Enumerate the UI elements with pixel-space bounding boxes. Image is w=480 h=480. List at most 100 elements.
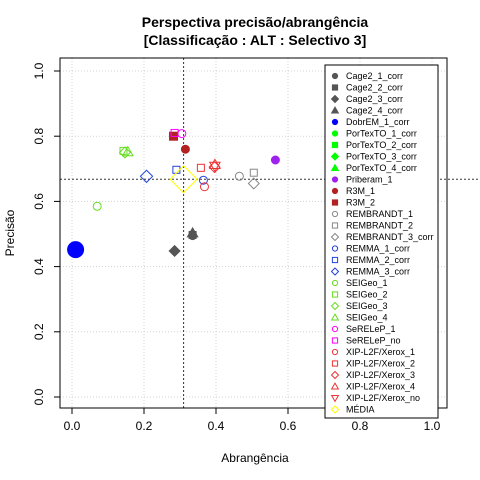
legend-marker-25 (331, 360, 339, 367)
legend-marker-18 (331, 279, 339, 287)
legend-label-27: XIP-L2F/Xerox_4 (346, 382, 415, 392)
data-point-12 (234, 171, 244, 181)
y-tick-label-0: 0.0 (32, 388, 46, 405)
legend-label-26: XIP-L2F/Xerox_3 (346, 370, 415, 380)
legend-label-23: SeRELeP_no (346, 336, 401, 346)
legend-marker-23 (331, 337, 339, 344)
legend-label-18: SEIGeo_1 (346, 278, 388, 288)
data-point-24 (199, 182, 209, 192)
legend-marker-12 (331, 210, 339, 218)
legend-label-9: Priberam_1 (346, 175, 393, 185)
y-tick-label-1: 0.2 (32, 323, 46, 340)
data-point-21 (121, 145, 134, 157)
x-tick-label-4: 0.8 (352, 419, 369, 433)
legend-label-3: Cage2_4_corr (346, 106, 403, 116)
data-point-3 (186, 226, 199, 238)
legend-marker-15 (331, 245, 339, 252)
legend-box (324, 64, 439, 419)
data-point-23 (170, 128, 179, 137)
legend-marker-24 (331, 348, 339, 356)
legend-label-12: REMBRANDT_1 (346, 209, 413, 219)
legend-label-24: XIP-L2F/Xerox_1 (346, 347, 415, 357)
legend-marker-21 (330, 313, 340, 321)
data-point-20 (118, 146, 132, 159)
legend-marker-16 (331, 256, 339, 264)
data-point-27 (208, 158, 221, 169)
data-point-13 (249, 168, 258, 177)
legend-label-6: PorTexTO_2_corr (346, 140, 417, 150)
data-point-25 (196, 163, 205, 172)
y-tick-label-4: 0.8 (32, 128, 46, 145)
x-tick-label-2: 0.4 (208, 419, 225, 433)
y-tick-label-2: 0.4 (32, 258, 46, 275)
legend-marker-27 (330, 382, 340, 390)
legend-marker-6 (331, 141, 339, 149)
chart-subtitle: [Classificação : ALT : Selectivo 3] (144, 32, 367, 48)
data-point-4 (67, 241, 85, 259)
data-point-10 (180, 144, 190, 154)
legend-marker-8 (330, 163, 340, 172)
data-point-22 (177, 129, 187, 139)
x-tick-label-3: 0.6 (280, 419, 297, 433)
legend-label-20: SEIGeo_3 (346, 301, 388, 311)
legend-label-1: Cage2_2_corr (346, 83, 403, 93)
legend-label-29: MÉDIA (346, 405, 375, 415)
legend-label-11: R3M_2 (346, 198, 375, 208)
legend-marker-3 (330, 106, 340, 114)
data-point-18 (92, 201, 102, 211)
legend-label-8: PorTexTO_4_corr (346, 163, 417, 173)
legend-marker-22 (331, 325, 339, 333)
x-axis-label: Abrangência (221, 451, 289, 465)
data-point-28 (208, 161, 221, 173)
legend-label-10: R3M_1 (346, 186, 375, 196)
x-tick-label-5: 1.0 (424, 419, 441, 433)
legend-label-4: DobrEM_1_corr (346, 117, 410, 127)
legend-label-2: Cage2_3_corr (346, 94, 403, 104)
legend-marker-28 (330, 394, 340, 403)
data-point-9 (270, 155, 280, 165)
data-point-2 (168, 244, 181, 258)
legend-marker-9 (331, 176, 339, 183)
legend-marker-17 (330, 267, 340, 276)
legend-label-19: SEIGeo_2 (346, 290, 388, 300)
legend-label-16: REMMA_2_corr (346, 255, 410, 265)
legend-marker-2 (330, 94, 340, 104)
legend-marker-4 (331, 118, 339, 126)
legend-marker-20 (330, 301, 340, 311)
legend-marker-10 (331, 187, 339, 195)
data-point-14 (247, 177, 260, 190)
data-points (67, 128, 280, 259)
data-point-15 (198, 175, 208, 185)
legend-label-0: Cage2_1_corr (346, 71, 403, 81)
legend-label-15: REMMA_1_corr (346, 244, 410, 254)
legend-marker-26 (330, 370, 340, 380)
legend-label-14: REMBRANDT_3_corr (346, 232, 434, 242)
data-point-29 (169, 165, 198, 194)
data-point-17 (139, 169, 154, 184)
legend-marker-29 (330, 405, 340, 414)
legend-marker-11 (331, 199, 339, 206)
legend-marker-13 (331, 222, 339, 229)
y-tick-label-3: 0.6 (32, 193, 46, 210)
axes: 0.0 0.2 0.4 0.6 0.8 1.0 0.0 0.2 0.4 0.6 0.8 1.0 (32, 62, 441, 433)
chart-title: Perspectiva precisão/abrangência (142, 14, 369, 30)
legend-marker-5 (331, 130, 339, 137)
legend-marker-14 (330, 232, 340, 242)
legend-label-17: REMMA_3_corr (346, 267, 410, 277)
y-tick-label-5: 1.0 (32, 62, 46, 79)
x-tick-label-1: 0.2 (136, 419, 153, 433)
legend-label-7: PorTexTO_3_corr (346, 152, 417, 162)
legend-marker-1 (331, 84, 339, 91)
legend-label-25: XIP-L2F/Xerox_2 (346, 359, 415, 369)
legend-label-5: PorTexTO_1_corr (346, 129, 417, 139)
legend-label-13: REMBRANDT_2 (346, 221, 413, 231)
legend-marker-19 (331, 291, 339, 298)
legend-label-28: XIP-L2F/Xerox_no (346, 393, 420, 403)
y-axis-label: Precisão (3, 209, 17, 256)
legend-label-22: SeRELeP_1 (346, 324, 396, 334)
legend-label-21: SEIGeo_4 (346, 313, 388, 323)
x-tick-label-0: 0.0 (64, 419, 81, 433)
legend-marker-7 (330, 152, 340, 161)
